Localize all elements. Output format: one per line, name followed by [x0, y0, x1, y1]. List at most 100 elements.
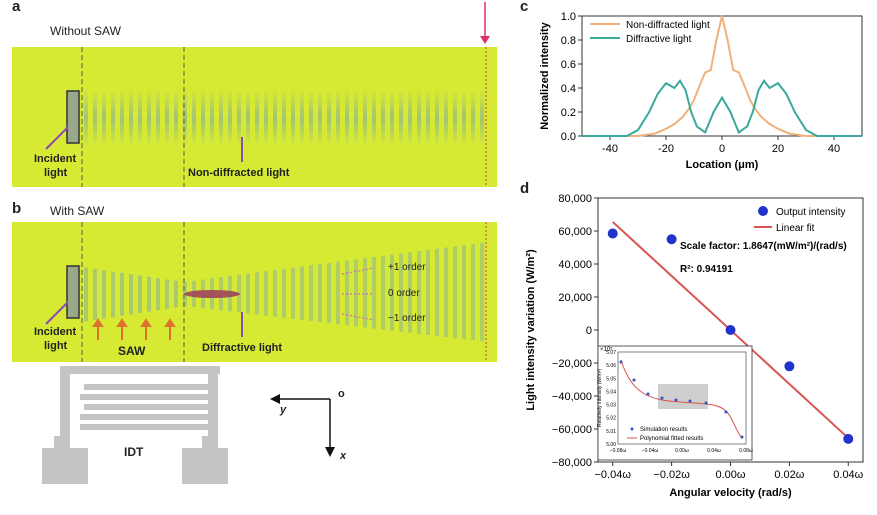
- x-tick-label: 20: [772, 143, 784, 155]
- zero-order-beam: [184, 290, 240, 298]
- sim-without-saw-field: [45, 47, 488, 187]
- idt-schematic: [42, 366, 228, 484]
- diffractive-label: Diffractive light: [202, 342, 283, 354]
- y-tick-label: 60,000: [558, 226, 592, 238]
- inset-point: [688, 399, 692, 403]
- y-tick-label: 20,000: [558, 292, 592, 304]
- diffraction-pattern-right: [184, 242, 488, 342]
- y-axis-label: Light intensity variation (W/m²): [525, 249, 537, 411]
- x-tick-label: 40: [828, 143, 840, 155]
- inset-point: [646, 392, 650, 396]
- panel-b-letter: b: [12, 200, 22, 217]
- x-tick-label: 0: [719, 143, 725, 155]
- incident-arrow: [45, 301, 69, 325]
- inset-y-tick-label: 5.02: [606, 416, 616, 422]
- legend-label-0: Non-diffracted light: [626, 20, 710, 31]
- inset-y-label: Relatively intensity (W/m²): [597, 369, 603, 427]
- legend-label-1: Linear fit: [776, 223, 815, 234]
- inset-point: [740, 435, 744, 439]
- chart-c: -40 -20 0 20 40 0.0 0.2 0.4 0.6 0.8 1.0 Location (μ…: [539, 11, 863, 171]
- y-tick-label: 1.0: [561, 11, 576, 23]
- inset-chart: ×10⁵ 5.00 5.01 5.02 5.03 5.04 5.05 5.06 5.07 −0.0…: [597, 345, 753, 461]
- order-label-minus1: −1 order: [388, 313, 426, 324]
- axes-icon: [270, 394, 335, 457]
- inset-highlight-box: [658, 384, 708, 409]
- panel-c-letter: c: [520, 0, 529, 15]
- y-tick-label: 40,000: [558, 259, 592, 271]
- diffraction-pattern-left: [82, 267, 184, 322]
- y-tick-label: −20,000: [552, 358, 592, 370]
- incident-label-line2: light: [44, 340, 68, 352]
- y-axis-label: Normalized intensity: [539, 21, 551, 129]
- inset-legend-label-1: Polynomial fitted results: [640, 436, 703, 442]
- series-line-1: [582, 79, 862, 137]
- inset-point: [724, 410, 728, 414]
- inset-x-tick-label: 0.08ω: [739, 448, 753, 454]
- panel-d-letter: d: [520, 180, 530, 197]
- inset-y-tick-label: 5.05: [606, 376, 616, 382]
- inset-point: [619, 360, 623, 364]
- y-tick-label: 0.4: [561, 83, 576, 95]
- non-diffracted-label: Non-diffracted light: [188, 167, 290, 179]
- inset-y-tick-label: 5.03: [606, 403, 616, 409]
- inset-point: [632, 378, 636, 382]
- incident-label-line1: Incident: [34, 326, 77, 338]
- chart-d: −0.04ω −0.02ω 0.00ω 0.02ω 0.04ω −80,000 −60,00…: [525, 193, 864, 499]
- inset-x-tick-label: 0.04ω: [707, 448, 721, 454]
- order-label-0: 0 order: [388, 288, 420, 299]
- scale-factor-annotation: Scale factor: 1.8647(mW/m²)/(rad/s): [680, 241, 847, 252]
- detector-arrow-icon: [480, 2, 490, 44]
- series-line-0: [582, 15, 862, 137]
- order-arrows: [341, 267, 375, 321]
- inset-y-tick-label: 5.06: [606, 363, 616, 369]
- legend-label-1: Diffractive light: [626, 34, 692, 45]
- y-tick-label: −80,000: [552, 457, 592, 469]
- x-tick-label: 0.02ω: [774, 469, 804, 481]
- inset-x-tick-label: 0.00ω: [675, 448, 689, 454]
- data-point: [725, 325, 736, 335]
- inset-y-tick-label: 5.00: [606, 442, 616, 448]
- y-tick-label: −60,000: [552, 424, 592, 436]
- inset-point: [660, 396, 664, 400]
- saw-arrows: [92, 318, 176, 340]
- y-tick-label: 0.8: [561, 35, 576, 47]
- inset-x-tick-label: −0.08ω: [610, 448, 627, 454]
- r2-annotation: R²: 0.94191: [680, 264, 733, 275]
- inset-plot-area: [617, 351, 747, 445]
- data-point: [843, 433, 854, 444]
- x-tick-label: 0.00ω: [716, 469, 746, 481]
- data-point: [784, 361, 795, 372]
- plot-frame: [581, 15, 863, 137]
- inset-exponent: ×10⁵: [600, 346, 613, 353]
- inset-y-tick-label: 5.07: [606, 350, 616, 356]
- x-tick-label: −0.02ω: [653, 469, 690, 481]
- panel-b-title: With SAW: [50, 204, 105, 218]
- inset-legend-swatch-0: [630, 427, 634, 431]
- axis-label-o: o: [338, 388, 345, 400]
- legend-label-0: Output intensity: [776, 207, 845, 218]
- x-axis-label: Angular velocity (rad/s): [669, 487, 792, 499]
- inset-point: [704, 401, 708, 405]
- x-tick-label: -40: [602, 143, 618, 155]
- incident-source: [66, 265, 80, 319]
- y-tick-label: 0.6: [561, 59, 576, 71]
- inset-y-tick-label: 5.04: [606, 389, 616, 395]
- inset-point: [674, 398, 678, 402]
- y-tick-label: −40,000: [552, 391, 592, 403]
- x-tick-label: -20: [658, 143, 674, 155]
- axis-label-y: y: [280, 404, 287, 416]
- incident-label-line2: light: [44, 167, 68, 179]
- inset-legend-label-0: Simulation results: [640, 427, 687, 433]
- saw-label: SAW: [118, 344, 146, 358]
- panel-a-letter: a: [12, 0, 21, 15]
- data-point: [666, 234, 677, 245]
- y-tick-label: 0: [586, 325, 592, 337]
- panel-a-title: Without SAW: [50, 24, 121, 38]
- order-label-plus1: +1 order: [388, 262, 426, 273]
- incident-arrow: [45, 126, 69, 150]
- x-tick-label: 0.04ω: [833, 469, 863, 481]
- y-tick-label: 0.0: [561, 131, 576, 143]
- sim-with-saw-field: [45, 222, 488, 362]
- y-tick-label: 80,000: [558, 193, 592, 205]
- inset-x-tick-label: −0.04ω: [642, 448, 659, 454]
